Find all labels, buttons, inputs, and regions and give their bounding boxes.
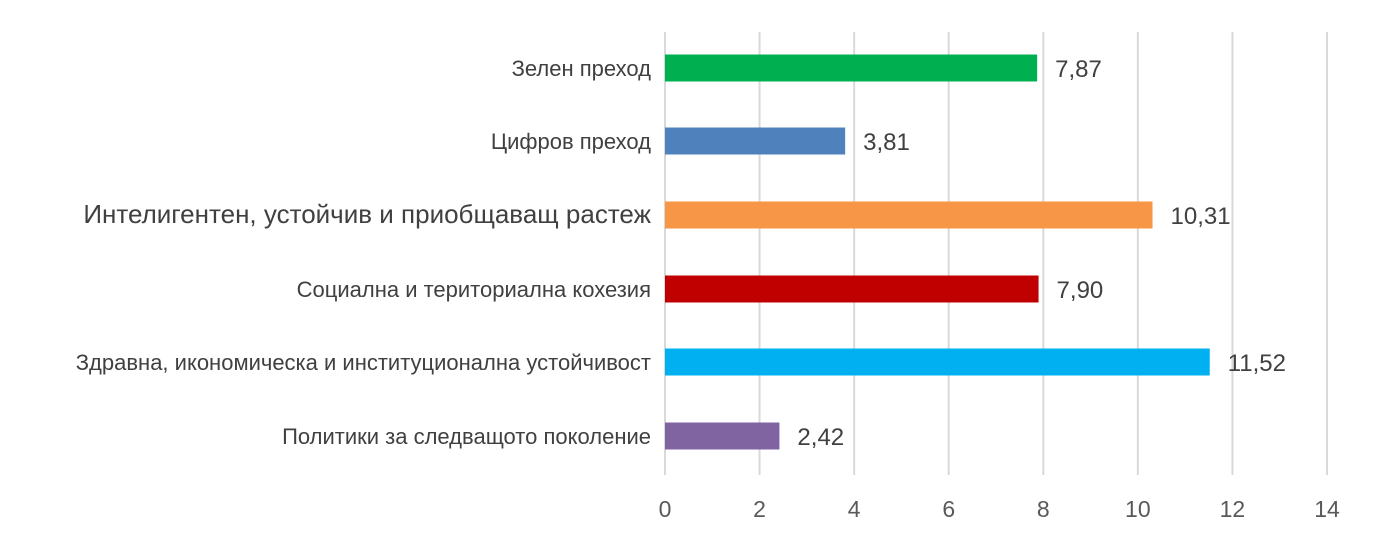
data-label: 3,81 bbox=[863, 129, 910, 156]
bar bbox=[665, 54, 1038, 82]
x-tick-label: 12 bbox=[1220, 496, 1246, 522]
category-label: Интелигентен, устойчив и приобщаващ раст… bbox=[83, 199, 651, 229]
x-tick-label: 10 bbox=[1125, 496, 1151, 522]
category-label: Здравна, икономическа и институционална … bbox=[76, 350, 651, 375]
bar bbox=[665, 348, 1210, 376]
x-axis-tick-labels: 0 2 4 6 8 10 12 14 bbox=[659, 496, 1340, 522]
grid-lines bbox=[664, 32, 1328, 475]
x-tick-label: 6 bbox=[942, 496, 955, 522]
x-tick-label: 4 bbox=[848, 496, 861, 522]
category-labels: Зелен преход Цифров преход Интелигентен, у… bbox=[76, 56, 652, 449]
category-label: Социална и териториална кохезия bbox=[297, 277, 651, 302]
bar bbox=[665, 275, 1039, 303]
category-label: Политики за следващото поколение bbox=[282, 424, 651, 449]
data-label: 7,87 bbox=[1055, 56, 1102, 83]
x-tick-label: 8 bbox=[1037, 496, 1050, 522]
data-label: 7,90 bbox=[1057, 277, 1104, 304]
bars bbox=[665, 54, 1210, 450]
category-label: Цифров преход bbox=[491, 129, 651, 154]
x-tick-label: 2 bbox=[753, 496, 766, 522]
category-label: Зелен преход bbox=[512, 56, 652, 81]
bar bbox=[665, 422, 780, 450]
data-label: 2,42 bbox=[797, 424, 844, 451]
data-label: 10,31 bbox=[1171, 203, 1231, 230]
x-tick-label: 14 bbox=[1314, 496, 1340, 522]
bar bbox=[665, 201, 1153, 229]
data-labels: 7,87 3,81 10,31 7,90 11,52 2,42 bbox=[797, 56, 1286, 451]
data-label: 11,52 bbox=[1228, 350, 1286, 377]
bar bbox=[665, 127, 846, 155]
x-tick-label: 0 bbox=[659, 496, 672, 522]
